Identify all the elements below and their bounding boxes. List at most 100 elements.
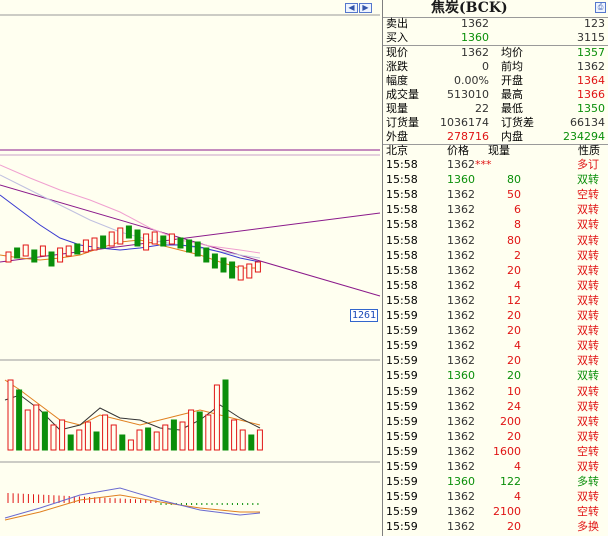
stat-value: 1362 — [577, 60, 605, 73]
divider — [383, 45, 608, 46]
trade-time: 15:58 — [386, 188, 418, 202]
trade-nature: 空转 — [577, 188, 599, 202]
trade-price: 1362 — [447, 414, 475, 428]
trade-price: 1362 — [447, 188, 475, 202]
print-icon[interactable]: ⎙ — [595, 2, 606, 13]
ask-volume: 123 — [584, 17, 605, 30]
trade-volume: 20 — [507, 309, 521, 322]
candle — [203, 247, 210, 263]
trade-time: 15:59 — [386, 460, 418, 473]
trend-line-up — [0, 212, 381, 263]
trade-volume: 20 — [507, 324, 521, 338]
volume-bar — [248, 434, 255, 451]
trade-time: 15:59 — [386, 490, 418, 504]
volume-bar — [205, 414, 212, 451]
volume-bar — [84, 421, 91, 451]
instrument-title: 焦炭(BCK) — [431, 0, 508, 16]
stat-value: 513010 — [447, 88, 489, 101]
candle — [211, 253, 218, 269]
trade-price: 1362 — [447, 158, 475, 171]
volume-bar — [179, 421, 186, 451]
candle — [160, 235, 167, 247]
volume-bar — [93, 431, 100, 451]
trade-volume: 6 — [514, 203, 521, 217]
trade-time: 15:59 — [386, 444, 418, 458]
trade-volume: 1600 — [493, 444, 521, 458]
stat-value: 0 — [482, 60, 489, 73]
trade-nature: 双转 — [577, 490, 599, 504]
candle — [91, 237, 98, 251]
trade-price: 1360 — [447, 173, 475, 187]
trade-price: 1362 — [447, 339, 475, 353]
trade-nature: 双转 — [577, 369, 599, 383]
trade-time: 15:58 — [386, 293, 418, 307]
candle — [117, 227, 124, 245]
trade-price: 1360 — [447, 369, 475, 383]
scroll-left-icon[interactable]: ◀ — [345, 3, 358, 13]
volume-bar — [162, 424, 169, 451]
volume-bar — [222, 379, 229, 451]
volume-bar — [188, 409, 195, 451]
candle — [151, 231, 158, 245]
candle — [14, 247, 21, 259]
trade-header-volume: 现量 — [488, 144, 510, 157]
trade-nature: 双转 — [577, 429, 599, 443]
volume-bar — [213, 384, 220, 451]
candlestick-chart[interactable] — [0, 0, 382, 536]
stat-label: 最低 — [501, 102, 523, 115]
volume-bar — [59, 419, 66, 451]
trade-time: 15:58 — [386, 248, 418, 262]
trade-time: 15:58 — [386, 263, 418, 277]
scroll-right-icon[interactable]: ▶ — [359, 3, 372, 13]
trade-time: 15:58 — [386, 173, 418, 187]
candle — [5, 251, 12, 263]
macd-group — [7, 493, 259, 505]
candle — [229, 261, 236, 279]
trade-nature: 双转 — [577, 248, 599, 262]
trade-nature: 双转 — [577, 460, 599, 473]
chart-pane[interactable]: ◀ ▶ 1261 — [0, 0, 382, 536]
stat-label: 前均 — [501, 60, 523, 73]
candle — [22, 244, 29, 257]
bid-price: 1360 — [461, 31, 489, 44]
volume-bar — [33, 404, 40, 451]
volume-bar — [145, 427, 152, 451]
stat-label: 外盘 — [386, 130, 408, 143]
divider — [383, 144, 608, 145]
trade-nature: 双转 — [577, 233, 599, 247]
volume-bar — [7, 379, 14, 451]
volume-bar — [239, 429, 246, 451]
volume-bar — [256, 429, 263, 451]
volume-bar — [76, 429, 83, 451]
trade-time: 15:59 — [386, 414, 418, 428]
candle — [194, 241, 201, 257]
volume-bar — [196, 411, 203, 451]
trade-nature: 双转 — [577, 339, 599, 353]
candle — [74, 243, 81, 255]
candle — [143, 233, 150, 251]
trade-volume: 8 — [514, 218, 521, 232]
trade-volume: 50 — [507, 188, 521, 202]
volume-bar — [50, 424, 57, 451]
candle — [100, 235, 107, 249]
bid-volume: 3115 — [577, 31, 605, 44]
trade-nature: 双转 — [577, 324, 599, 338]
volume-bar — [41, 411, 48, 451]
volume-bar — [127, 439, 134, 451]
trade-time: 15:58 — [386, 278, 418, 292]
stat-label: 现量 — [386, 102, 408, 115]
volume-bar — [67, 434, 74, 451]
price-marker-label: 1261 — [350, 309, 378, 322]
trade-price: 1362 — [447, 490, 475, 504]
bid-label: 买入 — [386, 31, 408, 44]
trade-time: 15:59 — [386, 429, 418, 443]
stat-label: 涨跌 — [386, 60, 408, 73]
trade-nature: 双转 — [577, 173, 599, 187]
trade-price: 1362 — [447, 309, 475, 322]
volume-bar — [231, 419, 238, 451]
trade-nature: 双转 — [577, 414, 599, 428]
candle — [57, 247, 64, 263]
trade-nature: 双转 — [577, 293, 599, 307]
trade-volume: 4 — [514, 339, 521, 353]
trade-time: 15:59 — [386, 339, 418, 353]
